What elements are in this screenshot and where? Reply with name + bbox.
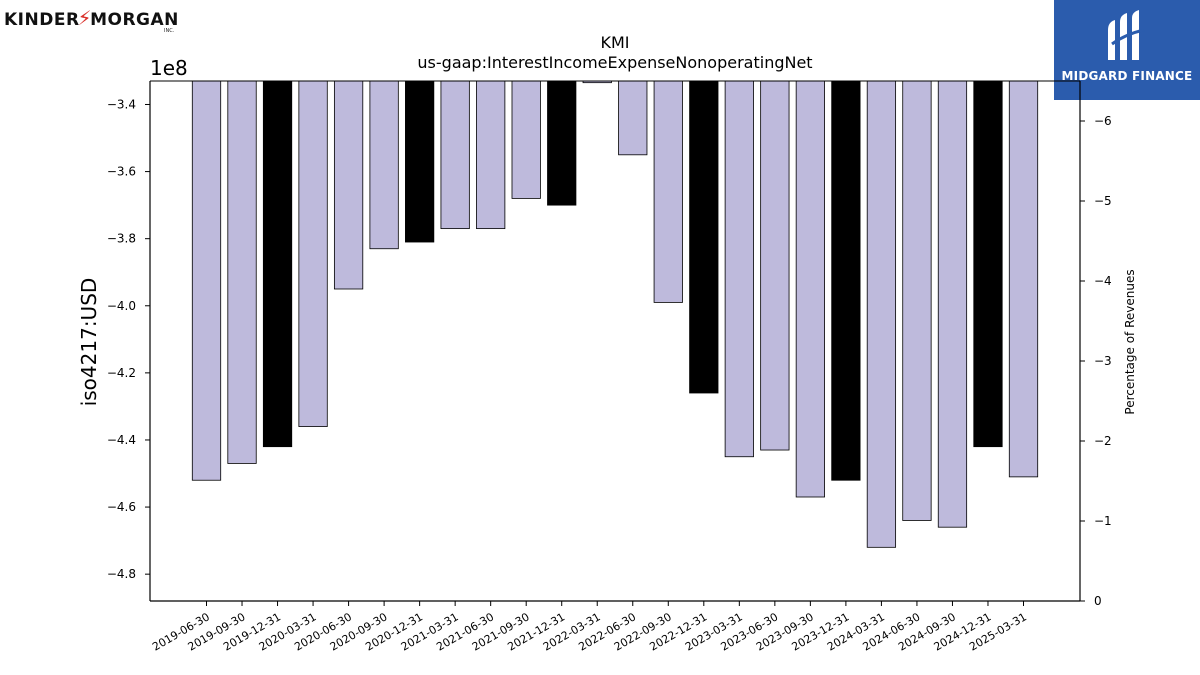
bar-2023-06-30 bbox=[760, 80, 790, 451]
bar-2023-12-31 bbox=[831, 80, 861, 481]
bar-2020-06-30 bbox=[333, 80, 364, 290]
x-ticks-group: 2019-06-302019-09-302019-12-312020-03-31… bbox=[150, 601, 1029, 654]
y-tick-label: −4.2 bbox=[107, 366, 136, 380]
company-logo: KINDER⚡MORGAN INC. bbox=[4, 6, 179, 42]
bar-2022-09-30 bbox=[653, 80, 683, 303]
company-logo-sub: INC. bbox=[164, 28, 175, 34]
y-tick-label: −4.0 bbox=[107, 299, 136, 313]
bar-2021-12-31 bbox=[547, 80, 577, 206]
company-logo-text: KINDER⚡MORGAN bbox=[4, 6, 179, 30]
bar-2021-09-30 bbox=[511, 80, 541, 199]
midgard-logo-icon bbox=[1108, 10, 1145, 60]
y2-tick-label: −4 bbox=[1094, 274, 1112, 288]
bar-2020-09-30 bbox=[369, 80, 399, 250]
y2-tick-label: 0 bbox=[1094, 594, 1102, 608]
axes-group bbox=[149, 80, 1081, 602]
y-tick-label: −3.8 bbox=[107, 232, 136, 246]
bars-group bbox=[191, 80, 1039, 548]
y-axis-label: iso4217:USD bbox=[77, 278, 101, 407]
y-tick-label: −3.4 bbox=[107, 97, 136, 111]
y2-ticks-group: 0 −1 −2 −3 −4 −5 −6 bbox=[1080, 114, 1112, 608]
bar-2024-06-30 bbox=[902, 80, 932, 521]
bar-2020-12-31 bbox=[405, 80, 435, 243]
y2-tick-label: −5 bbox=[1094, 194, 1112, 208]
chart-title: KMI bbox=[600, 33, 629, 52]
y-tick-label: −3.6 bbox=[107, 165, 136, 179]
bar-2022-06-30 bbox=[618, 80, 648, 156]
y-tick-label: −4.4 bbox=[107, 433, 136, 447]
bar-2024-12-31 bbox=[973, 80, 1003, 448]
lightning-bolt-icon: ⚡ bbox=[77, 6, 93, 30]
bar-2023-03-31 bbox=[724, 80, 754, 458]
y2-axis-label: Percentage of Revenues bbox=[1123, 269, 1137, 414]
bar-2019-12-31 bbox=[262, 80, 293, 448]
bar-2024-03-31 bbox=[866, 80, 897, 548]
y2-tick-label: −3 bbox=[1094, 354, 1112, 368]
badge-label: MIDGARD FINANCE bbox=[1061, 69, 1193, 83]
y-offset-label: 1e8 bbox=[150, 56, 188, 80]
bar-2019-06-30 bbox=[191, 80, 222, 481]
chart-subtitle: us-gaap:InterestIncomeExpenseNonoperatin… bbox=[417, 53, 812, 72]
bar-2024-09-30 bbox=[937, 80, 968, 528]
bar-2019-09-30 bbox=[227, 80, 257, 464]
midgard-finance-badge: MIDGARD FINANCE bbox=[1054, 0, 1200, 100]
bar-2025-03-31 bbox=[1008, 80, 1039, 478]
y2-tick-label: −2 bbox=[1094, 434, 1112, 448]
y-tick-label: −4.6 bbox=[107, 500, 136, 514]
y-tick-label: −4.8 bbox=[107, 567, 136, 581]
bar-2020-03-31 bbox=[298, 80, 328, 427]
y2-tick-label: −6 bbox=[1094, 114, 1112, 128]
y-ticks-group: −3.4 −3.6 −3.8 −4.0 −4.2 −4.4 −4.6 −4.8 bbox=[107, 97, 150, 581]
y2-tick-label: −1 bbox=[1094, 514, 1112, 528]
bar-2021-06-30 bbox=[476, 80, 506, 230]
bar-2022-12-31 bbox=[689, 80, 719, 394]
bar-2023-09-30 bbox=[795, 80, 825, 498]
bar-2021-03-31 bbox=[440, 80, 470, 230]
